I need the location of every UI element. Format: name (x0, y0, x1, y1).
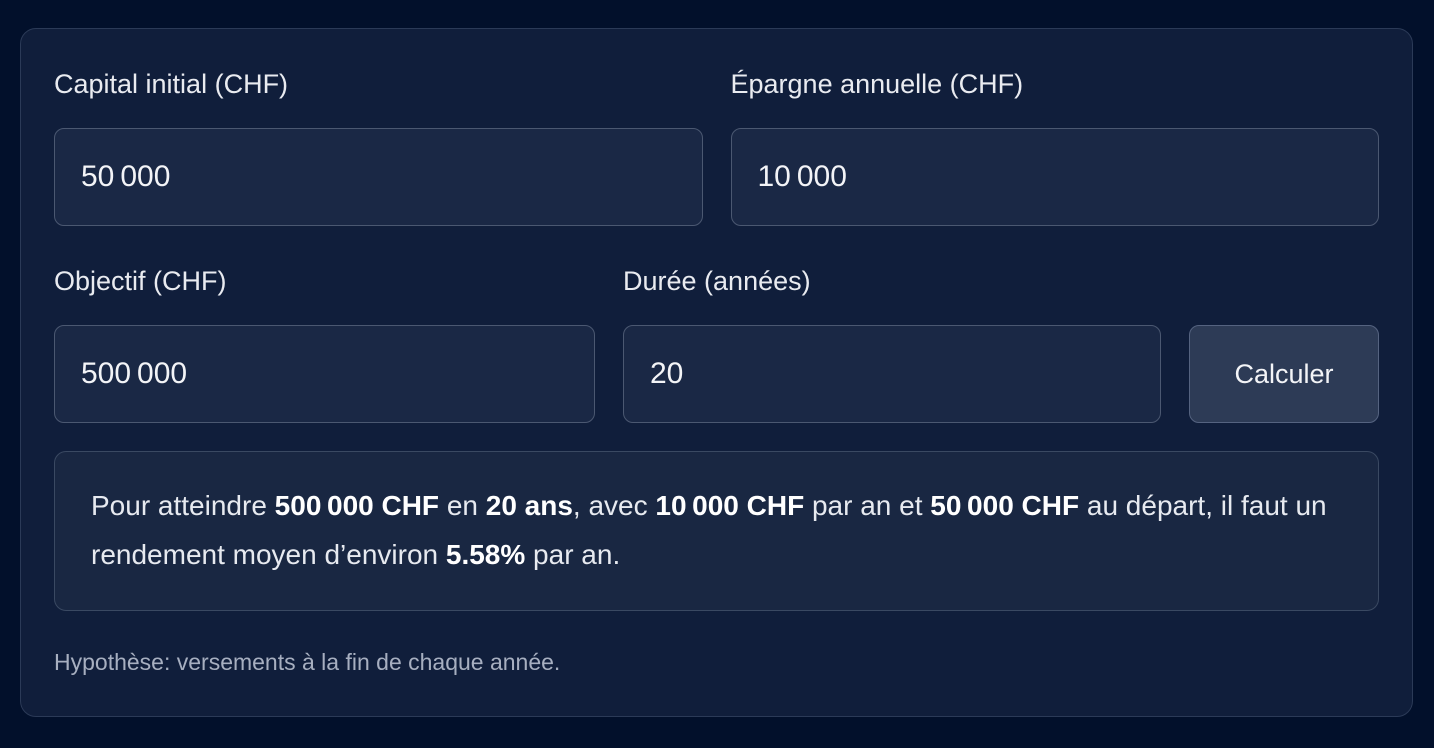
field-capital-initial: Capital initial (CHF) (54, 67, 703, 226)
epargne-annuelle-label: Épargne annuelle (CHF) (730, 69, 1024, 99)
field-objectif: Objectif (CHF) (54, 264, 595, 423)
capital-initial-label: Capital initial (CHF) (54, 69, 289, 99)
duree-label: Durée (années) (623, 266, 811, 296)
calculator-card: Capital initial (CHF) Épargne annuelle (… (20, 28, 1413, 717)
hypothesis-note: Hypothèse: versements à la fin de chaque… (54, 649, 561, 675)
duree-input[interactable] (623, 325, 1161, 423)
field-epargne-annuelle: Épargne annuelle (CHF) (730, 67, 1379, 226)
result-text: Pour atteindre 500 000 CHF en 20 ans, av… (91, 490, 1327, 570)
capital-initial-input[interactable] (54, 128, 703, 226)
form-row-1: Capital initial (CHF) Épargne annuelle (… (54, 67, 1379, 226)
form-row-2: Objectif (CHF) Durée (années) Calculer (54, 264, 1379, 423)
result-box: Pour atteindre 500 000 CHF en 20 ans, av… (54, 451, 1379, 611)
objectif-label: Objectif (CHF) (54, 266, 227, 296)
epargne-annuelle-input[interactable] (730, 128, 1379, 226)
field-duree: Durée (années) (623, 264, 1161, 423)
calculer-button[interactable]: Calculer (1189, 325, 1379, 423)
objectif-input[interactable] (54, 325, 595, 423)
